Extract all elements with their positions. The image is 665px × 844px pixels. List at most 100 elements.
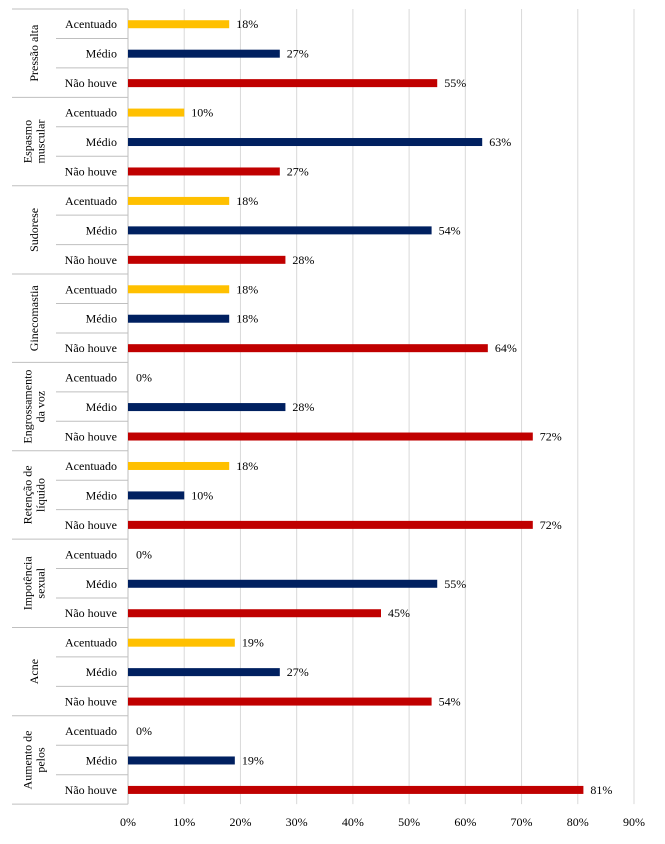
category-label: Médio xyxy=(86,223,117,237)
category-label: Médio xyxy=(86,135,117,149)
bar xyxy=(128,167,280,176)
data-label: 10% xyxy=(191,488,213,502)
data-label: 0% xyxy=(136,547,152,561)
x-tick-label: 40% xyxy=(342,815,364,829)
category-label: Não houve xyxy=(65,164,117,178)
bar xyxy=(128,314,230,323)
bar xyxy=(128,579,438,588)
category-label: Acentuado xyxy=(65,371,117,385)
category-label: Médio xyxy=(86,488,117,502)
bar xyxy=(128,196,230,205)
category-label: Não houve xyxy=(65,783,117,797)
data-label: 54% xyxy=(439,695,461,709)
bar xyxy=(128,461,230,470)
x-tick-label: 60% xyxy=(454,815,476,829)
category-label: Médio xyxy=(86,312,117,326)
bar xyxy=(128,226,432,235)
data-label: 18% xyxy=(236,194,258,208)
data-label: 0% xyxy=(136,371,152,385)
data-label: 19% xyxy=(242,753,264,767)
category-label: Não houve xyxy=(65,606,117,620)
group-label: Sudorese xyxy=(27,208,41,252)
data-label: 10% xyxy=(191,106,213,120)
data-label: 81% xyxy=(590,783,612,797)
data-label: 55% xyxy=(444,76,466,90)
data-label: 28% xyxy=(292,400,314,414)
group-label: Aumento de xyxy=(21,730,35,789)
data-label: 72% xyxy=(540,518,562,532)
category-label: Médio xyxy=(86,577,117,591)
bar xyxy=(128,697,432,706)
category-label: Não houve xyxy=(65,695,117,709)
bar xyxy=(128,432,533,441)
group-label: líquido xyxy=(34,478,48,512)
bar xyxy=(128,520,533,529)
bar xyxy=(128,403,286,412)
bar xyxy=(128,108,185,117)
x-tick-label: 70% xyxy=(511,815,533,829)
data-label: 27% xyxy=(287,47,309,61)
bar xyxy=(128,285,230,294)
category-label: Não houve xyxy=(65,430,117,444)
group-label: Impotência xyxy=(21,556,35,611)
data-label: 64% xyxy=(495,341,517,355)
category-label: Acentuado xyxy=(65,547,117,561)
group-label: da voz xyxy=(34,391,48,423)
group-label: sexual xyxy=(34,567,48,598)
data-label: 45% xyxy=(388,606,410,620)
labels: Pressão alta Acentuado 18% Médio 27% Não houv… xyxy=(21,17,613,797)
data-label: 18% xyxy=(236,282,258,296)
category-label: Acentuado xyxy=(65,724,117,738)
group-label: pelos xyxy=(34,747,48,773)
data-label: 18% xyxy=(236,459,258,473)
bar xyxy=(128,756,235,765)
bar xyxy=(128,49,280,58)
category-label: Não houve xyxy=(65,253,117,267)
category-label: Não houve xyxy=(65,341,117,355)
data-label: 18% xyxy=(236,17,258,31)
category-label: Médio xyxy=(86,400,117,414)
data-label: 0% xyxy=(136,724,152,738)
group-label: Pressão alta xyxy=(27,24,41,82)
data-label: 63% xyxy=(489,135,511,149)
category-label: Acentuado xyxy=(65,459,117,473)
x-tick-label: 30% xyxy=(286,815,308,829)
category-label: Acentuado xyxy=(65,106,117,120)
data-label: 28% xyxy=(292,253,314,267)
bar xyxy=(128,138,483,147)
group-label: muscular xyxy=(34,120,48,164)
x-tick-label: 80% xyxy=(567,815,589,829)
bar xyxy=(128,491,185,500)
x-axis-ticks: 0% 10% 20% 30% 40% 50% 60% 70% 80% 90% xyxy=(120,815,645,829)
category-label: Não houve xyxy=(65,518,117,532)
x-tick-label: 50% xyxy=(398,815,420,829)
group-label: Engrossamento xyxy=(21,370,35,444)
data-label: 27% xyxy=(287,164,309,178)
bars xyxy=(128,20,584,794)
bar xyxy=(128,638,235,647)
bar xyxy=(128,255,286,264)
data-label: 72% xyxy=(540,430,562,444)
category-label: Médio xyxy=(86,47,117,61)
x-tick-label: 10% xyxy=(173,815,195,829)
data-label: 55% xyxy=(444,577,466,591)
x-tick-label: 90% xyxy=(623,815,645,829)
bar xyxy=(128,20,230,29)
bar xyxy=(128,785,584,794)
bar xyxy=(128,609,381,618)
bar xyxy=(128,668,280,677)
bar xyxy=(128,79,438,88)
x-tick-label: 0% xyxy=(120,815,136,829)
category-label: Acentuado xyxy=(65,17,117,31)
category-label: Não houve xyxy=(65,76,117,90)
data-label: 27% xyxy=(287,665,309,679)
x-tick-label: 20% xyxy=(229,815,251,829)
category-label: Acentuado xyxy=(65,194,117,208)
group-label: Ginecomastia xyxy=(27,285,41,352)
bar xyxy=(128,344,488,353)
data-label: 19% xyxy=(242,636,264,650)
data-label: 18% xyxy=(236,312,258,326)
group-label: Espasmo xyxy=(21,120,35,163)
group-label: Acne xyxy=(27,659,41,684)
group-label: Retenção de xyxy=(21,465,35,524)
